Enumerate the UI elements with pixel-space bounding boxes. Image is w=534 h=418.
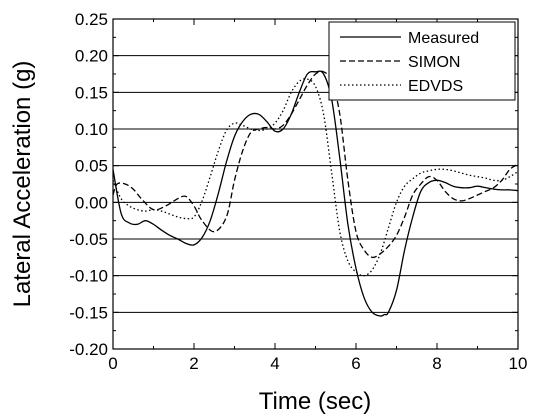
y-tick-label: -0.20	[69, 340, 108, 359]
series-layer	[113, 70, 518, 317]
series-line-measured	[113, 70, 518, 317]
y-tick-label: 0.00	[75, 193, 108, 212]
y-tick-label: 0.10	[75, 120, 108, 139]
legend-label-edvds: EDVDS	[408, 78, 463, 95]
x-tick-label: 0	[108, 354, 117, 373]
y-tick-label: -0.15	[69, 303, 108, 322]
series-line-simon	[113, 70, 518, 259]
y-tick-label: 0.20	[75, 47, 108, 66]
series-line-edvds	[113, 78, 518, 277]
y-tick-label: -0.10	[69, 267, 108, 286]
legend: Measured SIMON EDVDS	[328, 21, 516, 101]
y-tick-label: 0.25	[75, 10, 108, 29]
y-tick-labels: -0.20 -0.15 -0.10 -0.05 0.00 0.05 0.10 0.15 0.20…	[69, 10, 108, 359]
y-tick-label: -0.05	[69, 230, 108, 249]
gridlines	[113, 55, 518, 313]
x-tick-label: 4	[270, 354, 279, 373]
y-tick-label: 0.15	[75, 83, 108, 102]
x-axis-title: Time (sec)	[259, 388, 371, 415]
x-tick-label: 2	[189, 354, 198, 373]
legend-label-measured: Measured	[408, 30, 479, 47]
x-tick-label: 6	[351, 354, 360, 373]
y-tick-label: 0.05	[75, 157, 108, 176]
x-tick-label: 8	[432, 354, 441, 373]
axis-ticks	[112, 18, 519, 350]
legend-label-simon: SIMON	[408, 54, 460, 71]
y-axis-title: Lateral Acceleration (g)	[9, 61, 36, 308]
x-tick-labels: 0 2 4 6 8 10	[108, 354, 527, 373]
x-tick-label: 10	[509, 354, 528, 373]
